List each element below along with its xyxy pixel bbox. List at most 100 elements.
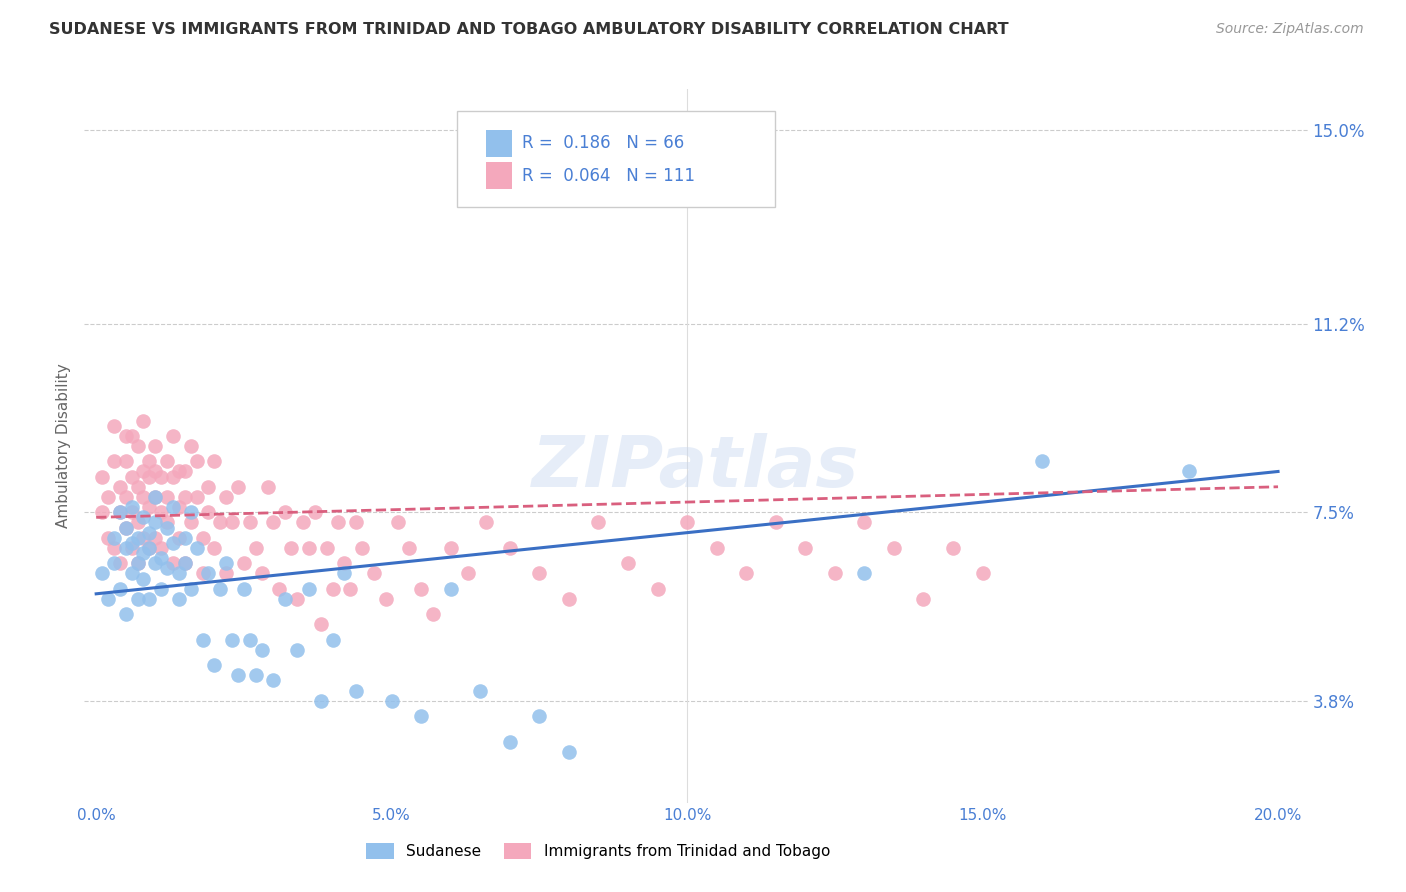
Point bbox=[262, 516, 284, 530]
Point bbox=[167, 531, 190, 545]
Point bbox=[226, 668, 249, 682]
Point bbox=[197, 505, 219, 519]
Point bbox=[156, 561, 179, 575]
FancyBboxPatch shape bbox=[457, 111, 776, 207]
Point bbox=[529, 709, 551, 723]
Point bbox=[824, 566, 846, 581]
Point bbox=[794, 541, 817, 555]
Point bbox=[1178, 465, 1201, 479]
Point bbox=[280, 541, 302, 555]
Point bbox=[470, 683, 492, 698]
Point bbox=[114, 541, 136, 555]
Point bbox=[1031, 454, 1053, 468]
Point bbox=[440, 541, 463, 555]
Point bbox=[132, 572, 155, 586]
Point bbox=[114, 607, 136, 622]
Point bbox=[191, 531, 214, 545]
Point bbox=[186, 490, 208, 504]
Legend: Sudanese, Immigrants from Trinidad and Tobago: Sudanese, Immigrants from Trinidad and T… bbox=[366, 844, 830, 859]
Point bbox=[91, 469, 114, 483]
Point bbox=[298, 541, 321, 555]
Point bbox=[162, 536, 184, 550]
Point bbox=[173, 531, 195, 545]
Text: R =  0.186   N = 66: R = 0.186 N = 66 bbox=[522, 135, 685, 153]
Point bbox=[138, 541, 160, 555]
Point bbox=[186, 454, 208, 468]
Point bbox=[617, 556, 640, 570]
Point bbox=[558, 745, 581, 759]
Point bbox=[250, 643, 273, 657]
Point bbox=[162, 429, 184, 443]
Point bbox=[411, 709, 433, 723]
Point bbox=[156, 490, 179, 504]
Point bbox=[173, 556, 195, 570]
Point bbox=[202, 454, 225, 468]
Point bbox=[121, 500, 143, 515]
Point bbox=[173, 556, 195, 570]
Point bbox=[121, 429, 143, 443]
FancyBboxPatch shape bbox=[485, 162, 513, 189]
Point bbox=[322, 632, 344, 647]
Point bbox=[245, 668, 267, 682]
Point bbox=[209, 582, 232, 596]
Point bbox=[108, 505, 131, 519]
Point bbox=[180, 505, 202, 519]
Point bbox=[186, 541, 208, 555]
Point bbox=[156, 520, 179, 534]
FancyBboxPatch shape bbox=[485, 130, 513, 157]
Point bbox=[853, 566, 876, 581]
Point bbox=[529, 566, 551, 581]
Point bbox=[143, 490, 166, 504]
Point bbox=[127, 516, 149, 530]
Point bbox=[114, 520, 136, 534]
Point bbox=[97, 490, 120, 504]
Point bbox=[197, 566, 219, 581]
Point bbox=[127, 591, 149, 606]
Point bbox=[150, 505, 173, 519]
Point bbox=[706, 541, 728, 555]
Point bbox=[121, 536, 143, 550]
Point bbox=[339, 582, 361, 596]
Point bbox=[298, 582, 321, 596]
Point bbox=[309, 617, 332, 632]
Point bbox=[121, 469, 143, 483]
Point bbox=[143, 531, 166, 545]
Point bbox=[239, 632, 262, 647]
Point bbox=[558, 591, 581, 606]
Point bbox=[245, 541, 267, 555]
Point bbox=[132, 490, 155, 504]
Point bbox=[91, 566, 114, 581]
Point bbox=[239, 516, 262, 530]
Point bbox=[103, 418, 125, 433]
Point bbox=[221, 632, 243, 647]
Point bbox=[256, 480, 278, 494]
Point bbox=[250, 566, 273, 581]
Point bbox=[972, 566, 994, 581]
Point bbox=[167, 566, 190, 581]
Point bbox=[121, 566, 143, 581]
Point bbox=[387, 516, 409, 530]
Point bbox=[411, 582, 433, 596]
Text: SUDANESE VS IMMIGRANTS FROM TRINIDAD AND TOBAGO AMBULATORY DISABILITY CORRELATIO: SUDANESE VS IMMIGRANTS FROM TRINIDAD AND… bbox=[49, 22, 1010, 37]
Point bbox=[588, 516, 610, 530]
Point bbox=[180, 582, 202, 596]
Point bbox=[215, 566, 238, 581]
Point bbox=[180, 516, 202, 530]
Point bbox=[262, 673, 284, 688]
Point bbox=[121, 505, 143, 519]
Point bbox=[108, 582, 131, 596]
Point bbox=[232, 556, 254, 570]
Point bbox=[853, 516, 876, 530]
Point bbox=[103, 541, 125, 555]
Point bbox=[912, 591, 935, 606]
Point bbox=[114, 520, 136, 534]
Point bbox=[143, 439, 166, 453]
Point bbox=[108, 480, 131, 494]
Point bbox=[285, 591, 308, 606]
Point bbox=[156, 454, 179, 468]
Point bbox=[162, 500, 184, 515]
Point bbox=[143, 516, 166, 530]
Point bbox=[167, 591, 190, 606]
Point bbox=[132, 531, 155, 545]
Point bbox=[232, 582, 254, 596]
